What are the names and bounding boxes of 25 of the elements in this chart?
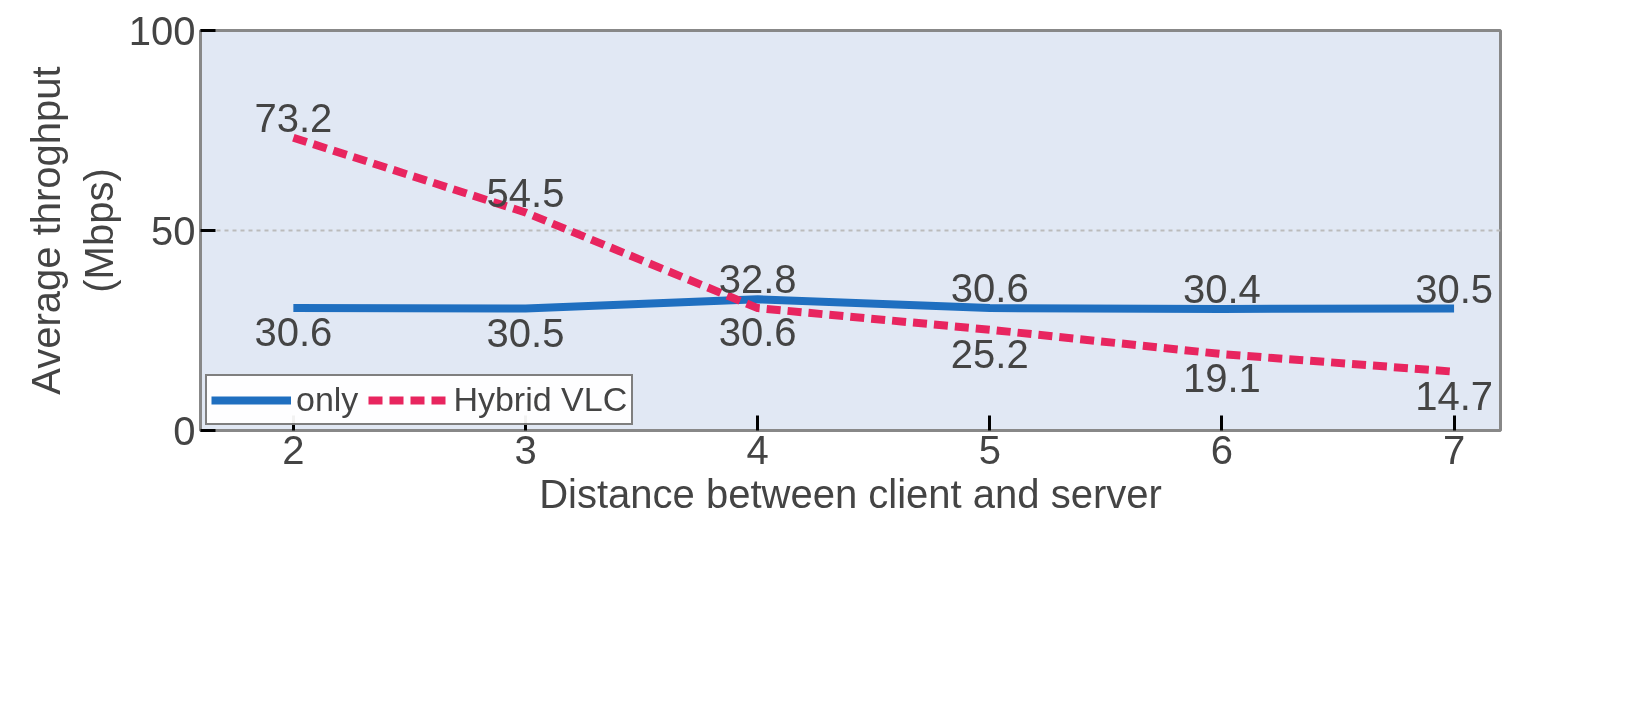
data-label: 73.2 [254,95,333,140]
y-tick-label: 100 [128,8,196,53]
data-label: 14.7 [1415,373,1494,418]
x-tick-label: 3 [514,427,537,472]
data-label: 30.6 [718,310,797,355]
data-label: 30.4 [1183,266,1261,311]
x-tick-label: 4 [746,427,769,472]
data-label: 32.8 [718,257,797,302]
data-label: 30.6 [254,310,333,355]
y-tick-label: 0 [173,408,196,453]
x-tick-label: 7 [1442,427,1466,472]
legend-label: Hybrid VLC [453,380,628,419]
data-label: 19.1 [1183,356,1261,401]
legend-label: only [296,380,359,419]
y-tick-label: 50 [151,208,196,253]
data-label: 30.5 [486,310,565,355]
x-tick-label: 2 [282,427,305,472]
data-label: 30.5 [1415,266,1494,311]
y-axis-title: Average throghput (Mbps) [23,66,121,395]
data-label: 54.5 [486,170,565,215]
x-axis-title: Distance between client and server [539,471,1162,516]
data-label: 30.6 [950,266,1029,311]
x-tick-label: 5 [978,427,1001,472]
x-tick-label: 6 [1210,427,1234,472]
data-label: 25.2 [950,331,1029,376]
